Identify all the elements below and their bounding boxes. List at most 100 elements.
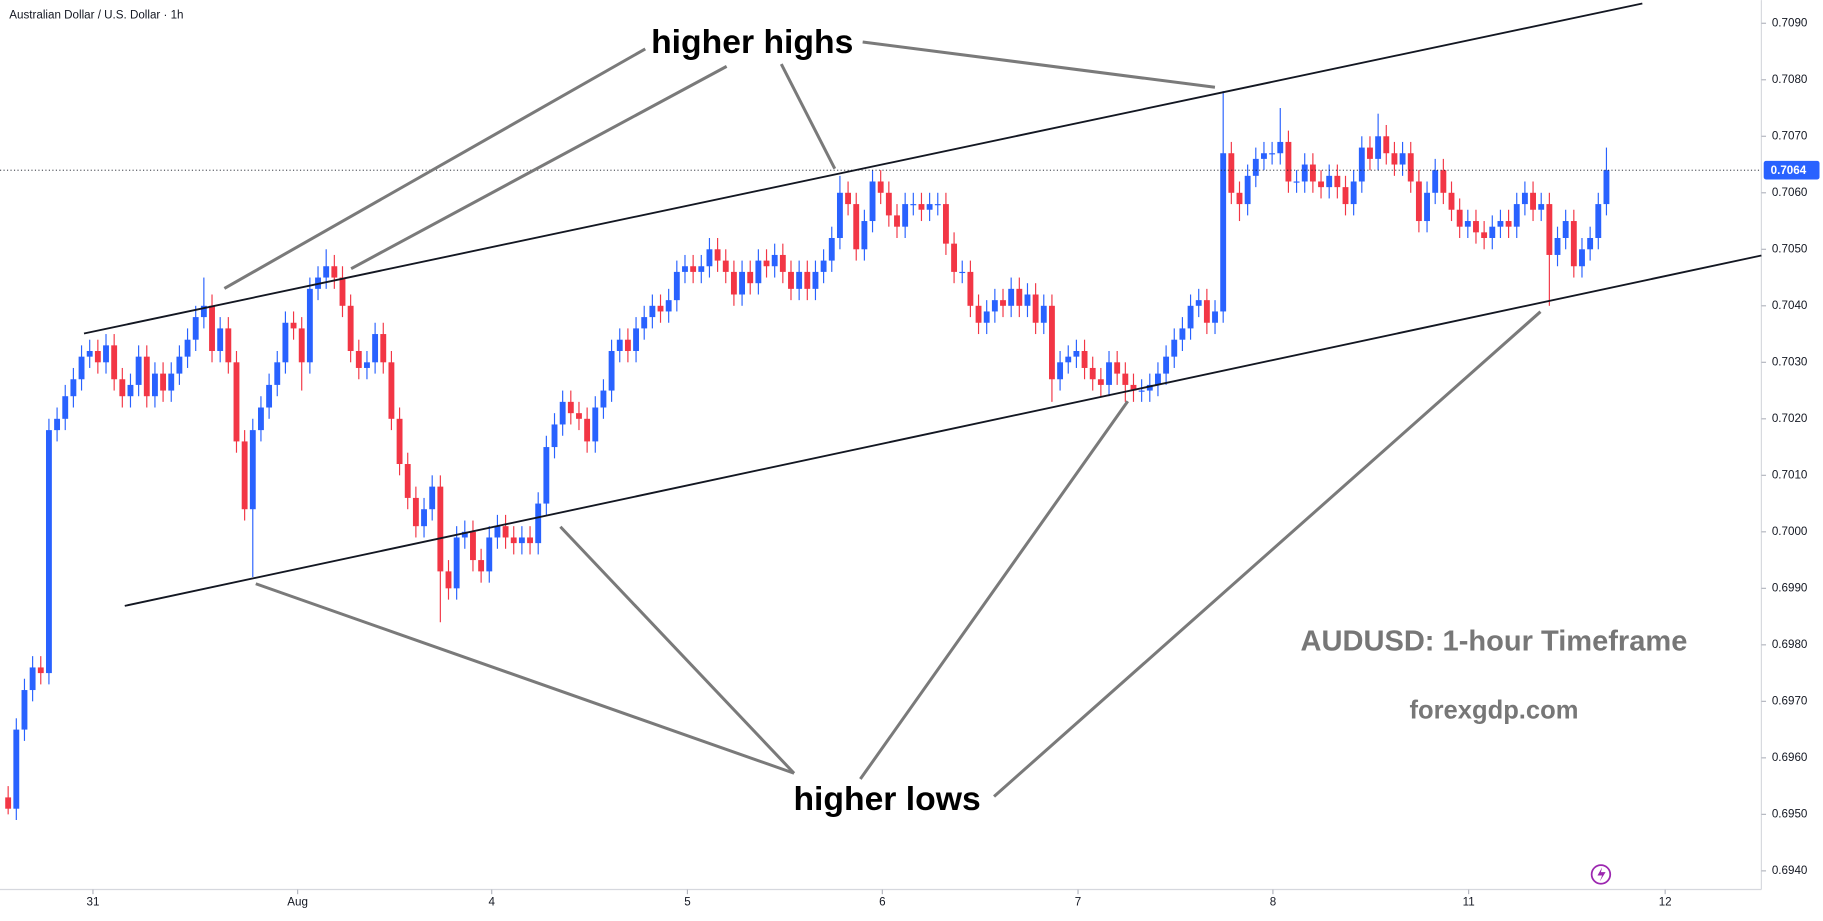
candle-body <box>1228 153 1235 193</box>
candle-body <box>225 328 232 363</box>
candle-body <box>274 362 281 385</box>
candle-body <box>1073 351 1080 357</box>
candle-body <box>567 401 574 414</box>
y-tick-label: 0.6960 <box>1772 751 1808 764</box>
candle-body <box>633 328 639 352</box>
candle-body <box>673 271 680 301</box>
candle-body <box>298 328 305 363</box>
candle-body <box>991 300 998 312</box>
candle-body <box>176 356 183 374</box>
candle-body <box>616 339 623 352</box>
alert-icon[interactable] <box>1590 864 1612 885</box>
candle-body <box>926 204 933 210</box>
candle-body <box>657 305 664 312</box>
candle-body <box>975 305 982 323</box>
candle-body <box>331 266 338 278</box>
candle-body <box>1595 204 1602 238</box>
last-price-label: 0.7064 <box>1771 164 1807 177</box>
candle-body <box>877 181 884 193</box>
candle-body <box>1407 153 1414 182</box>
candle-body <box>894 215 900 227</box>
candle-body <box>1032 294 1039 323</box>
candle-body <box>1236 192 1243 205</box>
pointer-line <box>779 63 837 170</box>
candle-body <box>1097 379 1104 385</box>
y-tick-label: 0.7060 <box>1772 186 1808 199</box>
candle-body <box>86 351 93 357</box>
candle-body <box>983 311 990 323</box>
plot: 0.6940 0.6950 0.6960 0.6970 0.6980 0.6990 0.70… <box>0 2 1808 908</box>
candle-body <box>1415 181 1422 222</box>
annotation: higher highs <box>651 23 853 61</box>
candle-body <box>1057 362 1064 380</box>
candle-body <box>1579 249 1585 267</box>
trend-line <box>124 254 1762 607</box>
candle-body <box>70 379 77 397</box>
candle-body <box>771 254 778 267</box>
candle-body <box>559 401 566 425</box>
candle-body <box>1089 367 1096 380</box>
candle-body <box>845 192 852 205</box>
candle-body <box>233 362 240 442</box>
candle-body <box>1203 300 1210 323</box>
candle-body <box>1081 351 1088 368</box>
candle-body <box>1130 384 1137 391</box>
candle-body <box>698 266 705 272</box>
y-tick-label: 0.7090 <box>1772 16 1808 29</box>
candle-body <box>812 271 819 289</box>
candle-body <box>135 356 142 385</box>
candle-body <box>45 430 52 674</box>
candle-body <box>853 204 860 250</box>
candle-body <box>266 384 273 408</box>
candle-body <box>755 260 762 284</box>
candle-body <box>649 305 656 318</box>
candle-body <box>1163 356 1170 374</box>
pointer-line <box>350 65 728 270</box>
candle-body <box>1342 187 1349 205</box>
x-tick-label: 31 <box>87 895 100 908</box>
y-tick-label: 0.7000 <box>1772 525 1808 538</box>
watermark-site: forexgdp.com <box>1409 696 1578 724</box>
candle-body <box>486 537 493 572</box>
candle-body <box>1252 158 1259 176</box>
candle-body <box>1277 141 1284 154</box>
candle-body <box>282 322 289 363</box>
candle-body <box>1155 373 1161 385</box>
candle-body <box>1024 294 1031 306</box>
candle-body <box>706 249 713 267</box>
candle-body <box>1261 153 1267 159</box>
candle-body <box>600 390 607 408</box>
candle-body <box>396 418 403 465</box>
candle-body <box>192 317 199 340</box>
candle-body <box>1293 181 1300 183</box>
candle-body <box>1521 192 1528 205</box>
candle-body <box>1000 300 1006 306</box>
y-tick-label: 0.6990 <box>1772 581 1808 594</box>
candle-body <box>364 362 370 368</box>
candle-body <box>388 362 395 419</box>
x-tick-label: 11 <box>1463 895 1475 908</box>
candle-body <box>836 192 843 238</box>
candle-body <box>119 379 126 397</box>
last-price-tag <box>1763 160 1820 180</box>
y-tick-label: 0.7070 <box>1772 129 1808 142</box>
candle-body <box>910 204 917 206</box>
candle-body <box>690 266 697 272</box>
candle-body <box>763 260 770 267</box>
candle-body <box>1285 141 1292 182</box>
candle-body <box>584 418 591 442</box>
candle-body <box>1212 311 1218 323</box>
candle-body <box>62 396 69 419</box>
candle-body <box>951 243 958 272</box>
candle-body <box>152 373 158 397</box>
candle-body <box>1383 136 1390 154</box>
candle-body <box>1195 300 1202 306</box>
candle-body <box>934 204 941 206</box>
candle-body <box>380 334 387 363</box>
candle-body <box>103 345 109 363</box>
candle-body <box>1350 181 1357 205</box>
candle-body <box>1138 390 1145 392</box>
y-tick-label: 0.7020 <box>1772 412 1808 425</box>
x-tick-label: 12 <box>1659 895 1672 908</box>
